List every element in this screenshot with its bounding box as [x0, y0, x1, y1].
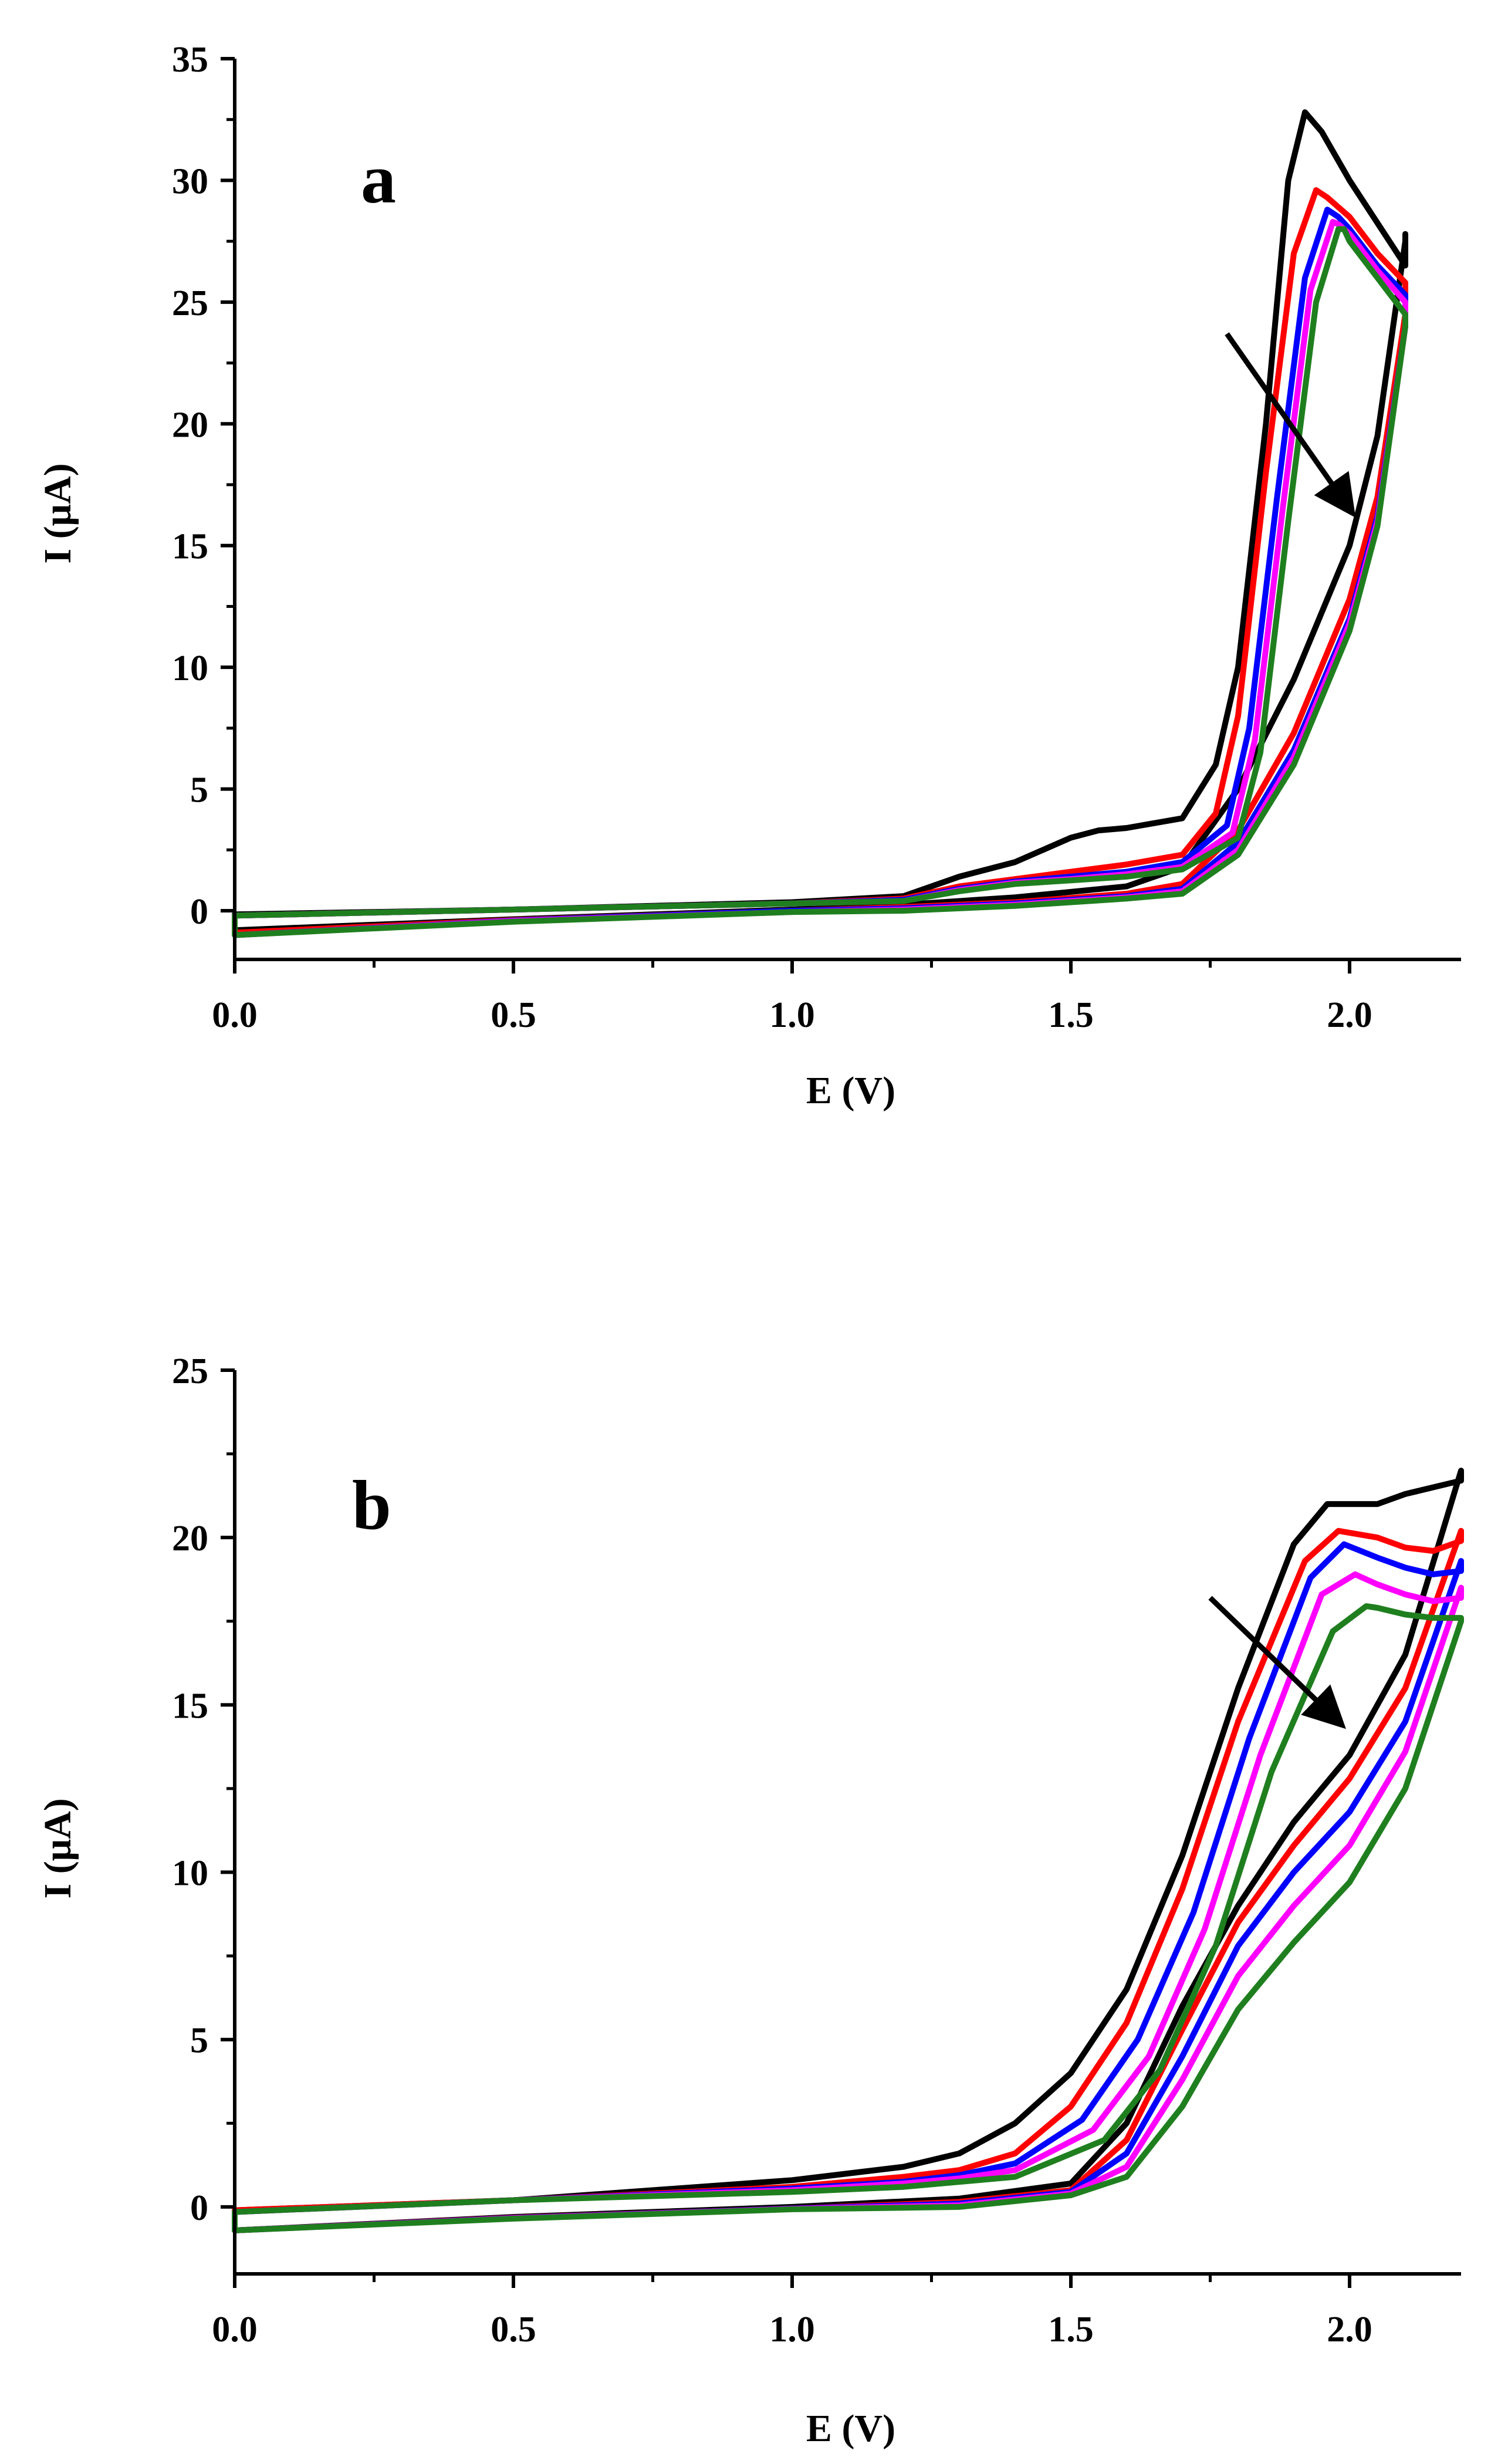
x-tick-label: 0.0 — [212, 995, 258, 1035]
series-layer — [232, 109, 1408, 938]
panel-b-y-axis-label: I (μA) — [36, 1798, 79, 1898]
series-line-scan-1 — [232, 1468, 1464, 2233]
panel-a: 0 5 10 15 20 25 30 35 0.0 0.5 1.0 1.5 2.0 a E (V) I … — [36, 40, 1461, 1112]
panel-a-y-axis-label: I (μA) — [36, 463, 79, 563]
trend-arrow — [1225, 332, 1356, 518]
y-tick-label: 5 — [190, 770, 208, 810]
panel-a-x-axis-label: E (V) — [806, 1069, 895, 1112]
trend-arrow — [1208, 1596, 1346, 1729]
x-tick-label: 1.5 — [1048, 995, 1094, 1035]
y-tick-label: 30 — [172, 161, 208, 201]
y-tick-label: 10 — [172, 648, 208, 688]
y-tick-label: 5 — [190, 2021, 208, 2061]
y-tick-label: 20 — [172, 1519, 208, 1559]
series-line-scan-5 — [232, 1603, 1464, 2233]
x-tick-label: 2.0 — [1327, 995, 1372, 1035]
series-layer — [232, 1468, 1464, 2233]
series-line-scan-4 — [232, 1571, 1464, 2233]
x-tick-label: 0.0 — [212, 2310, 258, 2350]
x-tick-label: 0.5 — [491, 2310, 536, 2350]
y-tick-label: 25 — [172, 1351, 208, 1391]
y-tick-label: 25 — [172, 283, 208, 323]
series-line-scan-4 — [232, 219, 1408, 938]
y-tick-label: 0 — [190, 2188, 208, 2228]
y-tick-label: 20 — [172, 405, 208, 445]
panel-a-label: a — [361, 140, 396, 218]
x-tick-label: 2.0 — [1327, 2310, 1372, 2350]
y-tick-label: 15 — [172, 527, 208, 567]
series-line-scan-3 — [232, 1541, 1464, 2233]
y-tick-label: 15 — [172, 1686, 208, 1726]
x-tick-label: 0.5 — [491, 995, 536, 1035]
panel-b-label: b — [352, 1466, 391, 1544]
series-line-scan-1 — [232, 109, 1408, 934]
panel-b: 0 5 10 15 20 25 0.0 0.5 1.0 1.5 2.0 b E (V) I (μA) — [36, 1351, 1464, 2450]
y-tick-label: 35 — [172, 40, 208, 80]
series-line-scan-5 — [232, 226, 1408, 938]
series-line-scan-2 — [232, 1527, 1464, 2233]
x-tick-label: 1.0 — [769, 995, 815, 1035]
y-tick-label: 0 — [190, 892, 208, 932]
series-line-scan-3 — [232, 207, 1408, 938]
x-tick-label: 1.0 — [769, 2310, 815, 2350]
x-tick-label: 1.5 — [1048, 2310, 1094, 2350]
axes-layer: 0 5 10 15 20 25 30 35 0.0 0.5 1.0 1.5 2.0 — [172, 40, 1461, 1035]
panel-b-x-axis-label: E (V) — [806, 2407, 895, 2450]
y-tick-label: 10 — [172, 1854, 208, 1894]
axes-layer: 0 5 10 15 20 25 0.0 0.5 1.0 1.5 2.0 — [172, 1351, 1461, 2350]
